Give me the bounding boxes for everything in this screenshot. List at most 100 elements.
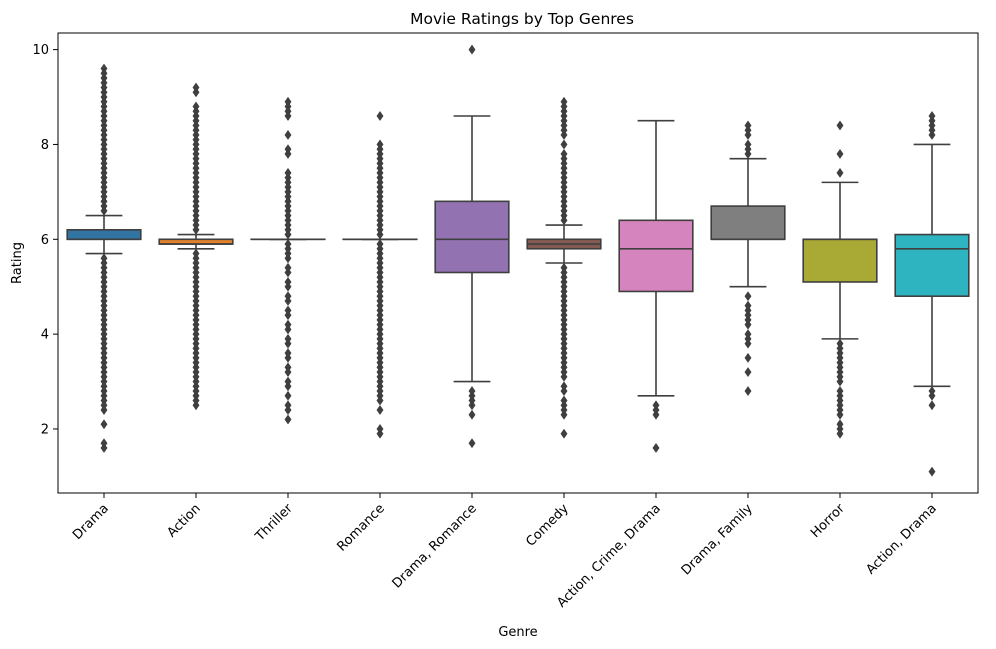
box-group — [250, 96, 326, 425]
outlier-point — [836, 167, 844, 178]
outlier-point — [928, 110, 936, 122]
outlier-point — [744, 386, 752, 397]
outlier-point — [560, 139, 568, 150]
x-axis: Drama Action Thriller Romance Drama, Romance… — [70, 493, 940, 611]
outlier-point — [284, 276, 292, 288]
x-tick-label: Romance — [334, 501, 387, 554]
outlier-point — [284, 144, 292, 155]
y-tick-label: 6 — [41, 233, 49, 248]
y-axis: 2 4 6 8 10 — [32, 43, 58, 437]
outlier-point — [744, 291, 752, 302]
plot-area — [66, 44, 970, 477]
outlier-point — [284, 319, 292, 330]
outlier-point — [284, 291, 292, 302]
x-tick-label: Action, Crime, Drama — [554, 501, 664, 611]
x-tick-label: Drama, Romance — [390, 501, 480, 591]
y-tick-label: 4 — [41, 328, 49, 343]
box-group — [526, 96, 602, 439]
outlier-point — [744, 120, 752, 131]
outlier-point — [744, 367, 752, 378]
y-tick-label: 10 — [32, 43, 49, 58]
outlier-point — [468, 409, 476, 420]
x-tick-label: Action — [164, 501, 203, 540]
x-tick-label: Drama — [70, 501, 112, 543]
iqr-box — [434, 200, 510, 274]
outlier-point — [376, 404, 384, 416]
outlier-point — [284, 238, 292, 250]
outlier-point — [284, 167, 292, 178]
x-tick-label: Horror — [808, 501, 848, 541]
iqr-box — [66, 229, 142, 241]
outlier-point — [284, 414, 292, 425]
x-tick-label: Comedy — [523, 501, 572, 550]
outlier-point — [284, 362, 292, 373]
outlier-point — [284, 305, 292, 316]
outlier-point — [284, 400, 292, 411]
x-tick-label: Drama, Family — [679, 501, 756, 578]
x-axis-title: Genre — [498, 625, 537, 640]
iqr-box — [710, 205, 786, 241]
outlier-point — [560, 395, 568, 406]
outlier-point — [284, 96, 292, 107]
outlier-point — [100, 438, 108, 449]
outlier-point — [192, 82, 200, 93]
outlier-point — [928, 386, 936, 397]
outlier-point — [468, 386, 476, 397]
outlier-point — [560, 428, 568, 439]
outlier-point — [100, 253, 108, 264]
outlier-point — [100, 63, 108, 74]
outlier-point — [836, 419, 844, 430]
outlier-point — [744, 300, 752, 311]
outlier-point — [376, 110, 384, 122]
outlier-point — [560, 262, 568, 273]
x-tick-label: Action, Drama — [864, 501, 940, 577]
outlier-point — [836, 386, 844, 397]
outlier-point — [928, 400, 936, 411]
box-group — [66, 63, 142, 453]
y-tick-label: 8 — [41, 138, 49, 153]
outlier-point — [100, 419, 108, 430]
outlier-point — [284, 348, 292, 359]
outlier-point — [744, 352, 752, 363]
chart-title: Movie Ratings by Top Genres — [410, 10, 634, 28]
outlier-point — [376, 139, 384, 150]
outlier-point — [468, 44, 476, 55]
box-group — [894, 110, 970, 477]
outlier-point — [560, 381, 568, 392]
box-group — [342, 110, 418, 439]
outlier-point — [192, 101, 200, 112]
outlier-point — [744, 139, 752, 150]
outlier-point — [560, 96, 568, 107]
y-axis-title: Rating — [10, 242, 25, 284]
box-group — [618, 119, 694, 453]
outlier-point — [928, 466, 936, 477]
iqr-box — [802, 238, 878, 283]
box-group — [158, 82, 234, 411]
box-group — [710, 120, 786, 397]
outlier-point — [376, 238, 384, 250]
outlier-point — [284, 333, 292, 344]
outlier-point — [652, 442, 660, 453]
outlier-point — [192, 248, 200, 259]
x-tick-label: Thriller — [252, 501, 296, 545]
outlier-point — [652, 400, 660, 411]
box-group — [802, 120, 878, 439]
outlier-point — [744, 329, 752, 340]
outlier-point — [284, 129, 292, 140]
outlier-point — [284, 390, 292, 401]
box-group — [434, 44, 510, 449]
outlier-point — [836, 338, 844, 349]
plot-frame — [57, 32, 979, 494]
iqr-box — [894, 233, 970, 297]
outlier-point — [836, 148, 844, 159]
outlier-point — [836, 120, 844, 131]
outlier-point — [376, 423, 384, 435]
outlier-point — [284, 376, 292, 387]
y-tick-label: 2 — [41, 422, 49, 437]
outlier-point — [468, 438, 476, 449]
outlier-point — [560, 148, 568, 159]
outlier-point — [284, 262, 292, 273]
iqr-box — [618, 219, 694, 293]
